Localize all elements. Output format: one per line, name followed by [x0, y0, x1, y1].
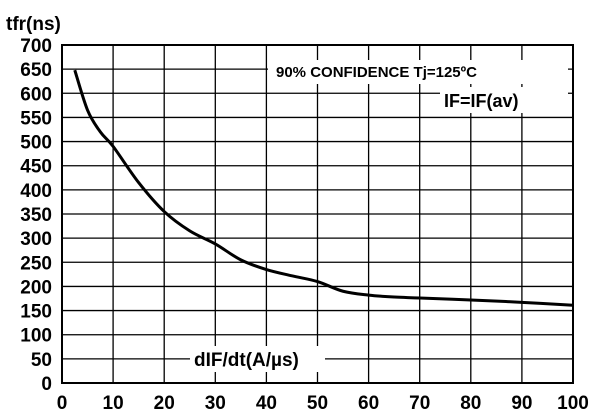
- y-tick-label: 400: [20, 181, 52, 202]
- x-tick-label: 40: [256, 393, 277, 413]
- y-tick-label: 100: [20, 326, 52, 347]
- y-tick-label: 600: [20, 84, 52, 105]
- y-tick-label: 50: [31, 350, 52, 371]
- x-tick-label: 60: [358, 393, 379, 413]
- x-tick-label: 0: [57, 393, 68, 413]
- x-tick-label: 90: [511, 393, 532, 413]
- y-tick-label: 450: [20, 157, 52, 178]
- y-tick-label: 200: [20, 277, 52, 298]
- y-tick-label: 700: [20, 36, 52, 57]
- annotation-if: IF=IF(av): [444, 91, 519, 111]
- y-tick-label: 550: [20, 108, 52, 129]
- x-tick-label: 70: [409, 393, 430, 413]
- x-tick-label: 80: [460, 393, 481, 413]
- x-tick-label: 10: [103, 393, 124, 413]
- x-tick-label: 100: [557, 393, 589, 413]
- x-axis-title: dIF/dt(A/µs): [194, 350, 299, 371]
- y-tick-label: 150: [20, 302, 52, 323]
- x-tick-label: 20: [154, 393, 175, 413]
- x-axis-title-bg: [190, 346, 325, 372]
- annotation-confidence: 90% CONFIDENCE Tj=125ºC: [276, 64, 477, 81]
- y-tick-label: 500: [20, 133, 52, 154]
- y-tick-label: 350: [20, 205, 52, 226]
- plot-frame: [61, 44, 574, 384]
- data-series: [73, 69, 574, 307]
- x-tick-label: 30: [205, 393, 226, 413]
- x-tick-label: 50: [307, 393, 328, 413]
- y-tick-labels: 0 50 100 150 200 250 300 350 400 450 500 550 600 650 7…: [20, 36, 52, 395]
- annotation-box-confidence-bg: [268, 60, 568, 84]
- y-tick-label: 650: [20, 60, 52, 81]
- series-line: [73, 69, 574, 307]
- x-tick-labels: 0 10 20 30 40 50 60 70 80 90 100: [57, 393, 589, 413]
- y-tick-label: 300: [20, 229, 52, 250]
- annotation-box-if-bg: [440, 87, 568, 113]
- y-tick-label: 250: [20, 253, 52, 274]
- y-tick-label: 0: [41, 374, 52, 395]
- y-axis-title: tfr(ns): [6, 14, 61, 35]
